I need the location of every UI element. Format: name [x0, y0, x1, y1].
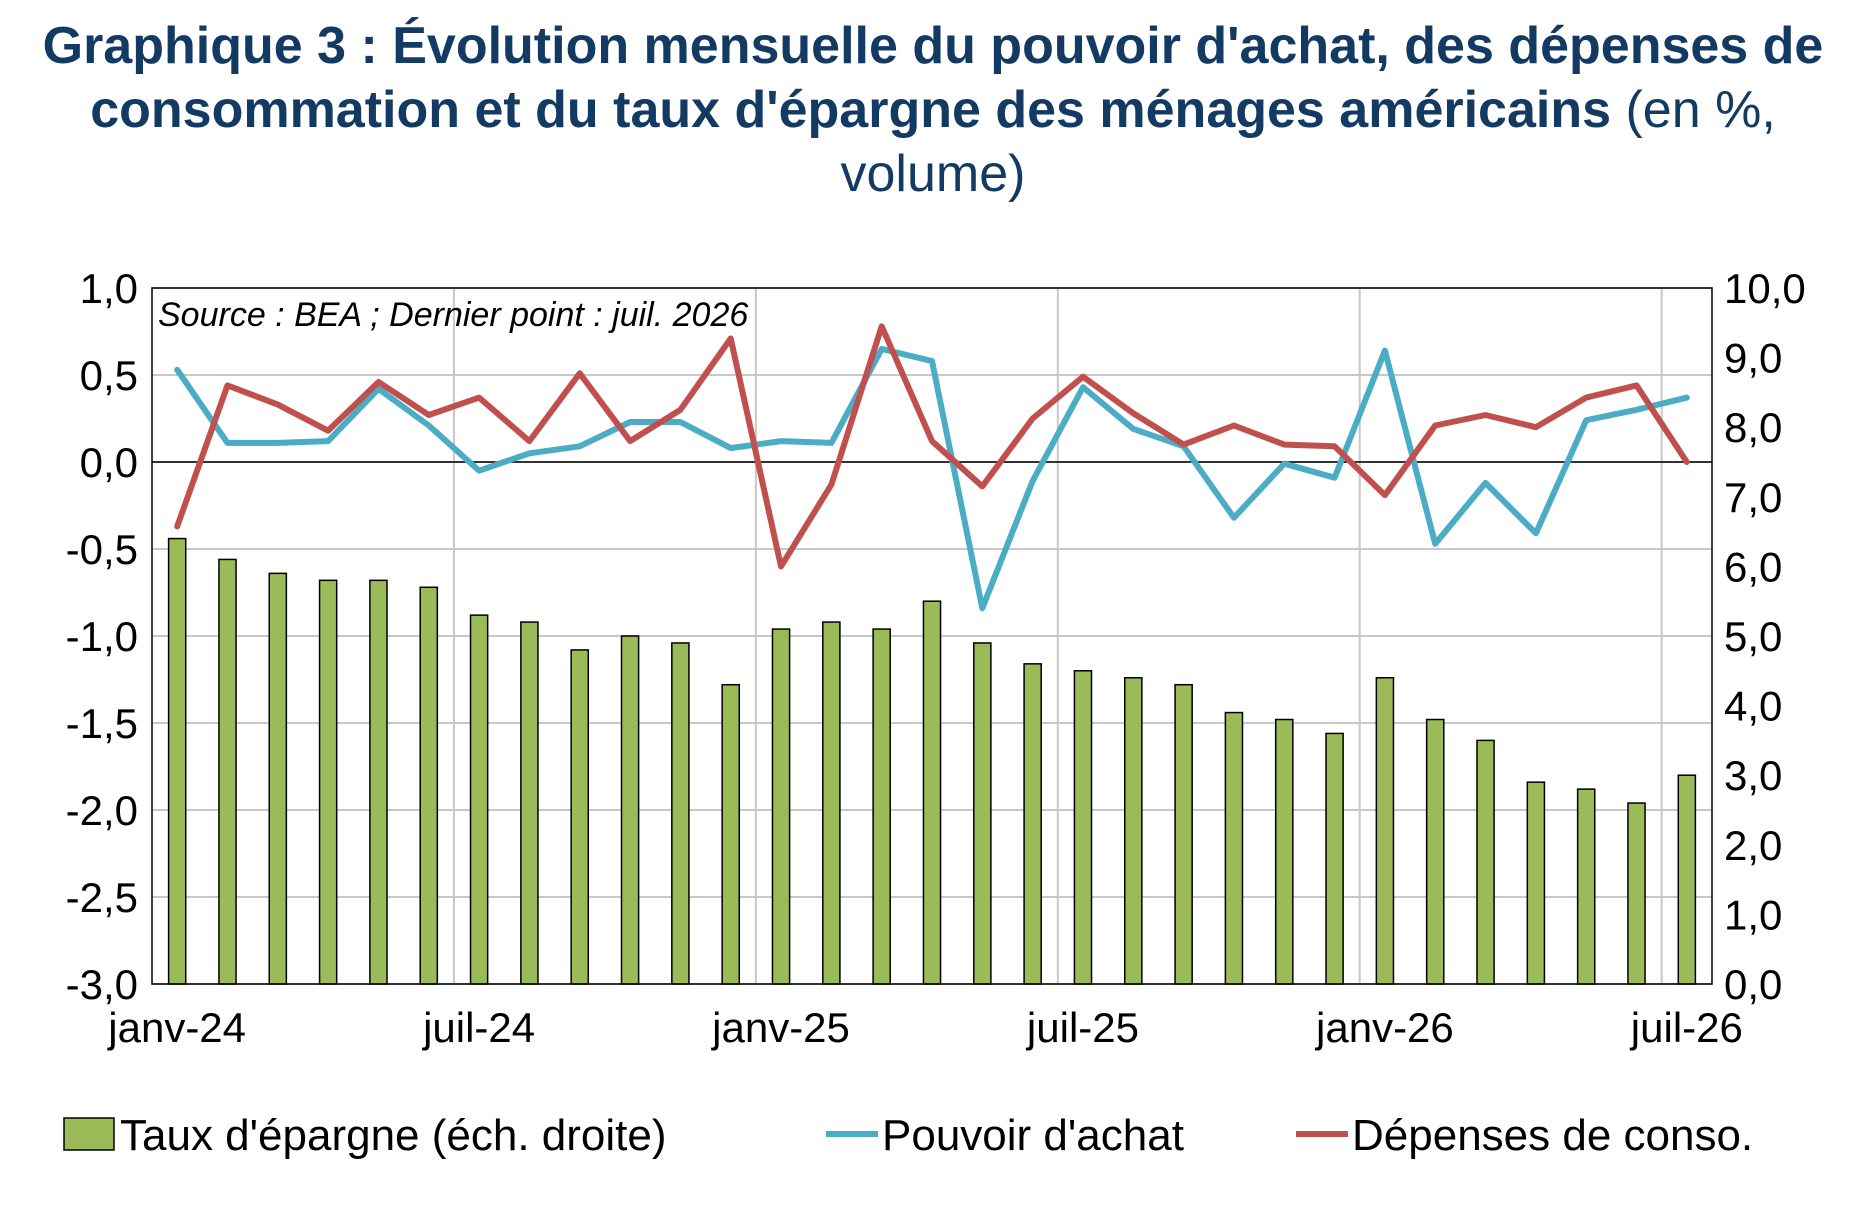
line-consumer-spending: [174, 323, 1690, 570]
right-axis-tick-label: 5,0: [1724, 613, 1782, 660]
left-axis-tick-label: -1,0: [66, 613, 138, 660]
bar-savings-rate: [469, 614, 489, 985]
bar-savings-rate: [1476, 739, 1495, 985]
x-axis-tick-label: juil-24: [421, 1004, 535, 1051]
left-axis-tick-label: -0,5: [66, 526, 138, 573]
right-axis-tick-label: 6,0: [1724, 543, 1782, 590]
bar-savings-rate: [1123, 677, 1143, 985]
bar-savings-rate: [1224, 711, 1244, 985]
right-axis-tick-label: 7,0: [1724, 474, 1782, 521]
right-axis-tick-label: 10,0: [1724, 265, 1806, 312]
bar-savings-rate: [721, 683, 741, 985]
bar-savings-rate: [1627, 802, 1646, 985]
source-note: Source : BEA ; Dernier point : juil. 202…: [158, 296, 748, 334]
right-axis-tick-label: 8,0: [1724, 404, 1782, 451]
right-axis-tick-label: 1,0: [1724, 891, 1782, 938]
legend-label-purchasing-power: Pouvoir d'achat: [882, 1111, 1184, 1160]
left-axis-tick-label: -3,0: [66, 961, 138, 1008]
left-axis-tick-label: -2,0: [66, 787, 138, 834]
bar-savings-rate: [1325, 732, 1344, 985]
bar-savings-rate: [1174, 683, 1193, 985]
chart-title-unit: (en %, volume): [840, 81, 1776, 203]
bar-savings-rate: [1274, 718, 1294, 985]
bar-savings-rate: [570, 649, 590, 985]
bar-savings-rate: [218, 558, 237, 985]
x-axis-tick-label: janv-26: [1314, 1004, 1454, 1051]
bar-savings-rate: [822, 621, 841, 985]
bar-savings-rate: [1023, 663, 1042, 985]
bar-savings-rate: [1073, 670, 1093, 985]
bar-savings-rate: [268, 572, 288, 985]
bar-savings-rate: [771, 628, 791, 985]
bar-savings-rate: [973, 642, 992, 985]
legend: Taux d'épargne (éch. droite) Pouvoir d'ac…: [63, 1111, 1753, 1160]
bar-savings-rate: [922, 600, 942, 985]
legend-swatch-savings-rate: [63, 1117, 115, 1151]
left-axis-tick-label: 1,0: [80, 265, 138, 312]
bar-savings-rate: [1526, 781, 1546, 985]
x-axis-tick-label: juil-26: [1629, 1004, 1743, 1051]
x-axis-ticks: janv-24 juil-24 janv-25 juil-25 janv-26 juil-…: [106, 1004, 1743, 1051]
x-axis-tick-label: juil-25: [1025, 1004, 1139, 1051]
bar-savings-rate: [318, 579, 338, 985]
chart-title: Graphique 3 : Évolution mensuelle du pou…: [0, 14, 1866, 206]
bar-savings-rate: [1576, 788, 1596, 985]
series-lines: [174, 323, 1690, 612]
right-axis-tick-label: 3,0: [1724, 752, 1782, 799]
chart-title-main: Graphique 3 : Évolution mensuelle du pou…: [42, 17, 1824, 139]
bar-savings-rate: [872, 628, 891, 985]
bar-savings-rate: [671, 642, 690, 985]
plot-frame: [151, 287, 1713, 985]
bar-savings-rate: [520, 621, 539, 985]
bar-savings-rate: [419, 586, 439, 985]
bar-savings-rate: [369, 579, 388, 985]
legend-label-savings-rate: Taux d'épargne (éch. droite): [120, 1111, 667, 1160]
left-axis-tick-label: 0,0: [80, 439, 138, 486]
x-axis-tick-label: janv-24: [106, 1004, 246, 1051]
left-axis-ticks: 1,0 0,5 0,0 -0,5 -1,0 -1,5 -2,0 -2,5 -3,0: [66, 265, 138, 1008]
bar-savings-rate: [167, 537, 187, 985]
left-axis-tick-label: 0,5: [80, 352, 138, 399]
left-axis-tick-label: -1,5: [66, 700, 138, 747]
legend-label-consumer-spending: Dépenses de conso.: [1352, 1111, 1753, 1160]
right-axis-tick-label: 0,0: [1724, 961, 1782, 1008]
bar-savings-rate: [1425, 718, 1445, 985]
bar-savings-rate: [1375, 677, 1395, 985]
bars-savings-rate: [167, 537, 1697, 985]
right-axis-tick-label: 2,0: [1724, 822, 1782, 869]
right-axis-tick-label: 4,0: [1724, 683, 1782, 730]
left-axis-tick-label: -2,5: [66, 874, 138, 921]
right-axis-tick-label: 9,0: [1724, 335, 1782, 382]
bar-savings-rate: [1677, 774, 1697, 985]
x-axis-tick-label: janv-25: [710, 1004, 850, 1051]
bar-savings-rate: [620, 635, 640, 985]
right-axis-ticks: 10,0 9,0 8,0 7,0 6,0 5,0 4,0 3,0 2,0 1,0 0,0: [1724, 265, 1806, 1008]
line-purchasing-power: [174, 345, 1690, 612]
